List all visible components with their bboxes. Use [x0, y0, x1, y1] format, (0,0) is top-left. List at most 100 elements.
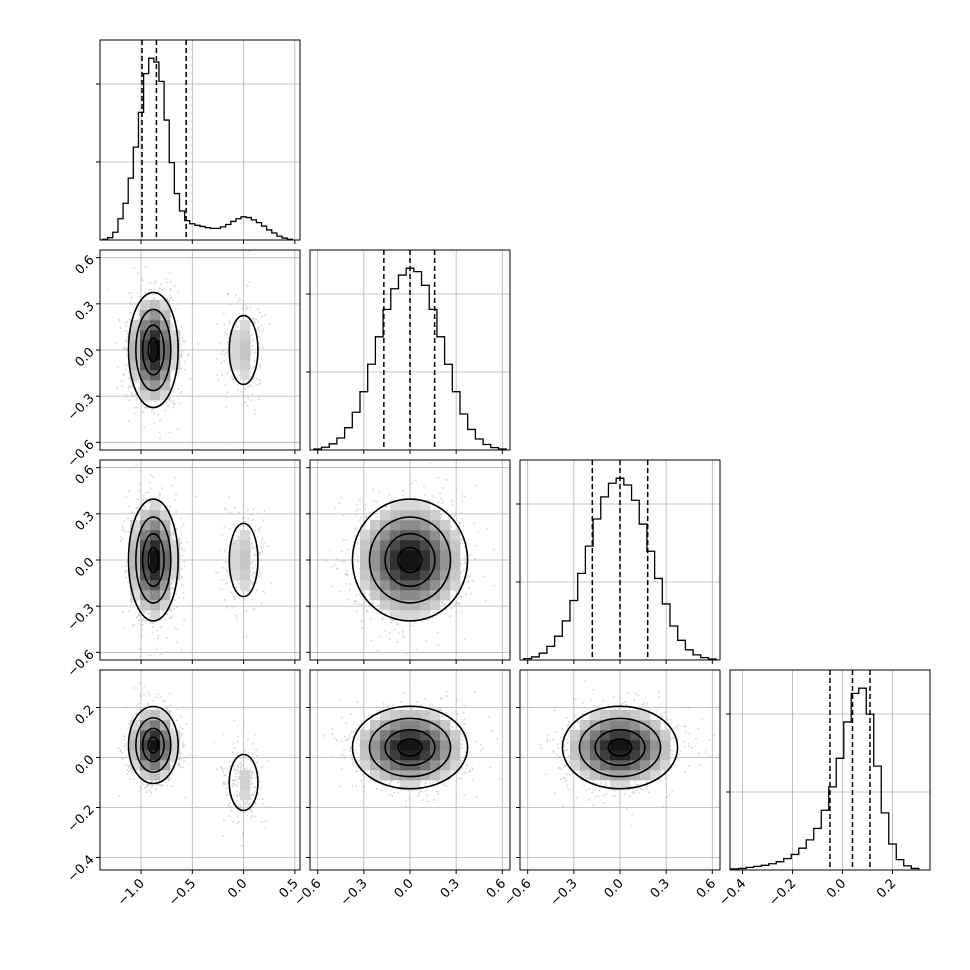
scatter-point	[339, 590, 342, 593]
scatter-point	[166, 241, 168, 243]
scatter-point	[345, 582, 348, 585]
scatter-point	[466, 581, 469, 584]
scatter-point	[117, 559, 120, 562]
scatter-point	[258, 382, 261, 385]
scatter-point	[161, 289, 164, 292]
scatter-point	[359, 516, 362, 519]
scatter-point	[384, 629, 387, 632]
scatter-point	[136, 506, 139, 509]
scatter-point	[468, 586, 471, 589]
scatter-point	[168, 272, 171, 275]
scatter-point	[137, 381, 140, 384]
scatter-point	[475, 544, 478, 547]
scatter-point	[179, 766, 182, 769]
scatter-point	[126, 517, 129, 520]
scatter-point	[118, 320, 121, 323]
density-cell	[160, 390, 171, 401]
scatter-point	[183, 360, 186, 363]
scatter-point	[182, 591, 185, 594]
scatter-point	[261, 550, 264, 553]
density-cell	[170, 330, 181, 341]
scatter-point	[244, 308, 247, 311]
scatter-point	[135, 379, 138, 382]
scatter-point	[128, 318, 131, 321]
scatter-point	[252, 366, 255, 369]
scatter-point	[180, 648, 183, 651]
scatter-point	[125, 576, 128, 579]
scatter-point	[183, 549, 186, 552]
scatter-point	[440, 497, 443, 500]
density-cell	[430, 510, 441, 521]
scatter-point	[389, 631, 392, 634]
scatter-point	[145, 791, 148, 794]
density-cell	[400, 500, 411, 511]
scatter-point	[483, 575, 486, 578]
scatter-point	[235, 618, 238, 621]
scatter-point	[133, 412, 136, 415]
scatter-point	[186, 541, 189, 544]
scatter-point	[164, 618, 167, 621]
scatter-point	[122, 372, 125, 375]
density-layer	[106, 241, 271, 445]
density-cell	[140, 600, 151, 611]
scatter-point	[171, 587, 174, 590]
contour-line	[228, 314, 259, 386]
scatter-point	[251, 582, 254, 585]
scatter-point	[189, 377, 192, 380]
scatter-point	[125, 561, 128, 564]
scatter-point	[424, 493, 427, 496]
scatter-point	[215, 571, 218, 574]
scatter-point	[230, 591, 233, 594]
scatter-point	[267, 545, 270, 548]
scatter-point	[360, 603, 363, 606]
scatter-point	[452, 593, 455, 596]
scatter-point	[147, 491, 150, 494]
scatter-point	[225, 405, 228, 408]
scatter-point	[118, 795, 121, 798]
scatter-point	[150, 409, 153, 412]
density-cell	[410, 610, 421, 621]
density-cell	[380, 600, 391, 611]
scatter-point	[474, 557, 477, 560]
scatter-point	[255, 383, 258, 386]
scatter-point	[177, 538, 180, 541]
density-cell	[140, 530, 151, 541]
density-cell	[450, 570, 461, 581]
scatter-point	[233, 525, 236, 528]
scatter-point	[183, 565, 186, 568]
scatter-point	[240, 390, 243, 393]
scatter-point	[148, 789, 151, 792]
scatter-point	[142, 617, 145, 620]
scatter-point	[442, 486, 445, 489]
scatter-point	[252, 378, 255, 381]
scatter-point	[356, 555, 359, 558]
scatter-point	[169, 400, 172, 403]
scatter-point	[175, 641, 178, 644]
scatter-point	[227, 341, 230, 344]
scatter-point	[252, 571, 255, 574]
scatter-point	[123, 738, 126, 741]
histogram-step	[101, 57, 293, 240]
scatter-point	[437, 501, 440, 504]
density-cell	[370, 590, 381, 601]
scatter-point	[493, 584, 496, 587]
scatter-point	[136, 292, 139, 295]
contour-line	[147, 546, 160, 574]
scatter-point	[121, 537, 124, 540]
scatter-point	[252, 560, 255, 563]
density-cell	[140, 520, 151, 531]
scatter-point	[462, 568, 465, 571]
scatter-point	[472, 522, 475, 525]
scatter-point	[335, 558, 338, 561]
scatter-point	[144, 400, 147, 403]
scatter-point	[251, 566, 254, 569]
density-cell	[160, 330, 171, 341]
scatter-panel-1-0	[96, 241, 300, 454]
scatter-point	[228, 322, 231, 325]
scatter-point	[263, 591, 266, 594]
scatter-point	[252, 317, 255, 320]
scatter-point	[153, 400, 156, 403]
scatter-point	[220, 352, 223, 355]
scatter-point	[464, 561, 467, 564]
scatter-point	[364, 528, 367, 531]
